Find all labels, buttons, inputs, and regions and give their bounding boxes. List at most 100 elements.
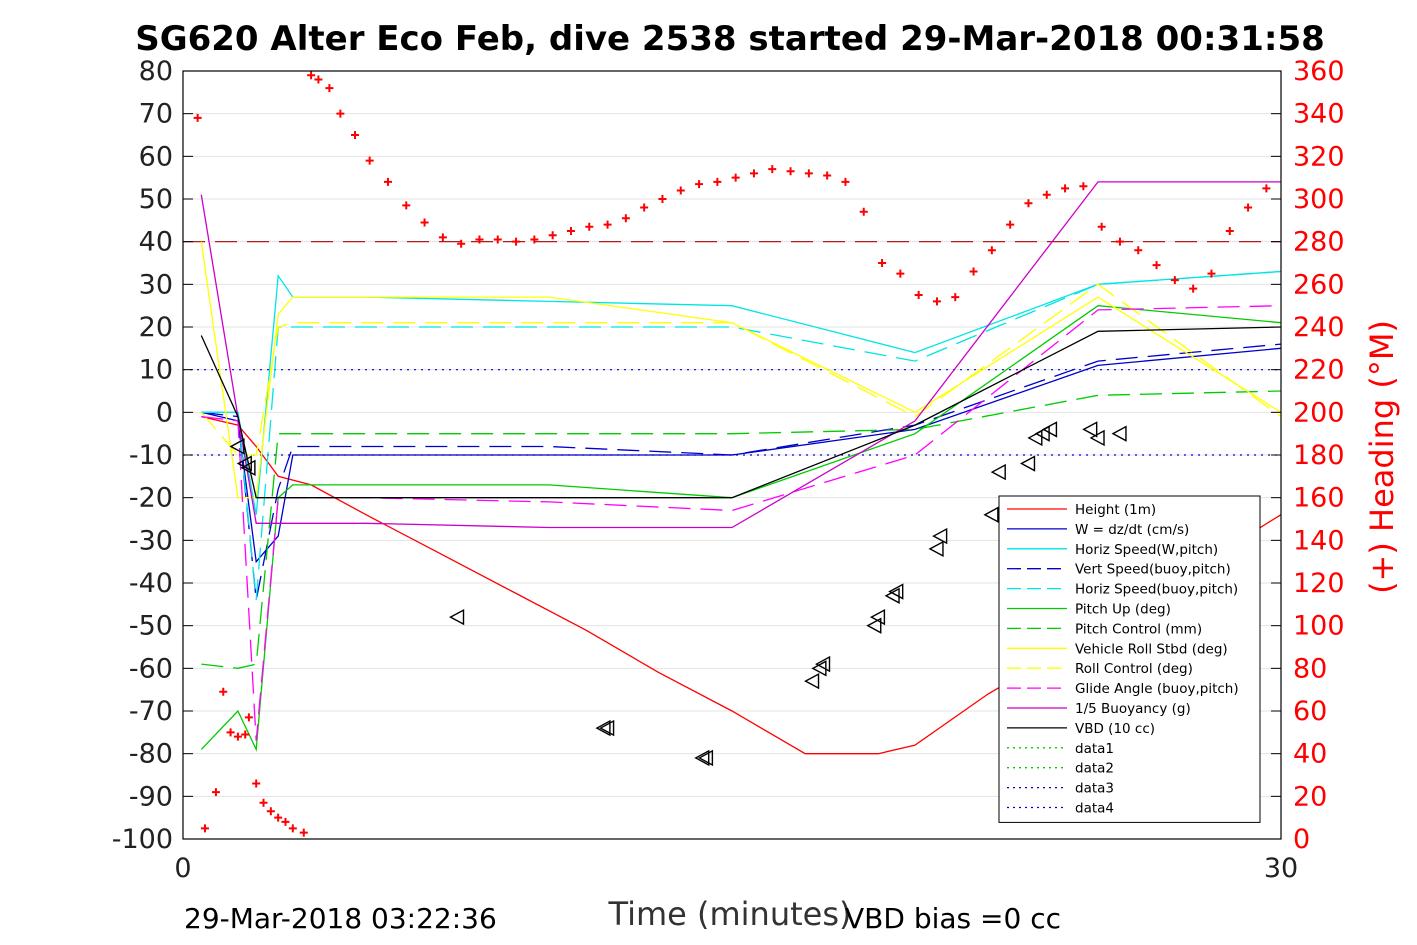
heading-point xyxy=(603,220,612,229)
heading-point xyxy=(211,788,220,797)
y2-axis-label: (+) Heading (°M) xyxy=(1363,320,1401,594)
y-tick-label: -50 xyxy=(129,611,173,642)
footer-vbd-bias: VBD bias =0 cc xyxy=(845,902,1061,935)
heading-point xyxy=(233,732,242,741)
heading-point xyxy=(438,233,447,242)
heading-point xyxy=(226,728,235,737)
y-tick-label: 40 xyxy=(139,227,173,258)
series-line xyxy=(201,390,1282,669)
series-line xyxy=(200,283,1282,456)
heading-point xyxy=(731,173,740,182)
y2-tick-label: 0 xyxy=(1293,824,1310,855)
x-axis-label: Time (minutes) xyxy=(608,895,852,933)
heading-point xyxy=(1079,182,1088,191)
y-tick-label: 10 xyxy=(139,355,173,386)
heading-point xyxy=(351,131,360,139)
y-tick-label: 70 xyxy=(139,99,173,130)
heading-point xyxy=(548,231,557,240)
legend-label: Horiz Speed(buoy,pitch) xyxy=(1075,582,1238,598)
heading-point xyxy=(336,109,345,118)
heading-point xyxy=(1244,203,1253,212)
heading-point xyxy=(252,779,261,788)
y2-tick-label: 300 xyxy=(1293,184,1345,215)
heading-point xyxy=(1097,222,1106,231)
triangle-marker xyxy=(1089,429,1105,447)
triangle-marker xyxy=(595,719,611,737)
y2-tick-label: 80 xyxy=(1293,653,1327,684)
heading-point xyxy=(1262,184,1271,193)
heading-point xyxy=(325,84,334,93)
heading-point xyxy=(219,687,228,696)
triangle-marker xyxy=(804,672,820,690)
triangle-marker xyxy=(932,527,948,545)
heading-point xyxy=(951,293,960,302)
triangle-marker xyxy=(697,749,714,767)
heading-point xyxy=(475,235,484,244)
heading-point xyxy=(932,297,941,306)
heading-point xyxy=(1207,269,1216,278)
y-tick-label: -70 xyxy=(129,696,173,727)
y-tick-label: -10 xyxy=(129,440,173,471)
heading-point xyxy=(566,227,575,235)
heading-point xyxy=(383,177,392,186)
legend-label: data4 xyxy=(1075,801,1114,817)
heading-point xyxy=(307,71,316,80)
legend-label: Vert Speed(buoy,pitch) xyxy=(1075,562,1231,578)
heading-point xyxy=(200,824,209,833)
x-tick-label: 0 xyxy=(174,853,191,884)
legend-label: data3 xyxy=(1075,781,1114,797)
triangle-marker xyxy=(1019,455,1036,472)
triangle-marker xyxy=(866,617,882,634)
legend-label: data1 xyxy=(1075,741,1114,757)
triangle-marker xyxy=(694,749,710,767)
legend-label: Horiz Speed(W,pitch) xyxy=(1075,542,1218,558)
y2-tick-label: 200 xyxy=(1293,397,1345,428)
series-line xyxy=(200,305,1282,752)
triangle-marker xyxy=(888,583,904,600)
y2-tick-label: 360 xyxy=(1293,56,1345,87)
legend-label: VBD (10 cc) xyxy=(1075,721,1155,737)
heading-point xyxy=(713,177,722,186)
heading-point xyxy=(658,195,667,203)
heading-point xyxy=(493,235,502,244)
y-tick-label: 20 xyxy=(139,312,173,343)
heading-point xyxy=(896,269,905,278)
legend-label: Roll Control (deg) xyxy=(1075,661,1193,677)
triangle-marker xyxy=(229,438,245,455)
heading-point xyxy=(1225,227,1234,235)
heading-point xyxy=(281,817,290,826)
series-line xyxy=(201,343,1282,601)
heading-point xyxy=(1189,284,1198,293)
heading-point xyxy=(987,246,996,255)
legend-label: Pitch Up (deg) xyxy=(1075,602,1171,618)
series-line xyxy=(200,181,1281,529)
y2-tick-label: 120 xyxy=(1293,568,1345,599)
y2-tick-label: 240 xyxy=(1293,312,1345,343)
heading-point xyxy=(878,259,887,267)
triangle-marker xyxy=(449,608,465,626)
triangle-marker xyxy=(928,540,944,558)
heading-point xyxy=(969,267,978,276)
y2-tick-label: 180 xyxy=(1293,440,1345,471)
legend-label: 1/5 Buoyancy (g) xyxy=(1075,701,1191,717)
y2-tick-label: 160 xyxy=(1293,483,1345,514)
chart-title: SG620 Alter Eco Feb, dive 2538 started 2… xyxy=(135,19,1325,59)
heading-point xyxy=(585,222,594,231)
heading-point xyxy=(768,165,777,174)
y-tick-label: 0 xyxy=(156,397,173,428)
legend-label: W = dz/dt (cm/s) xyxy=(1075,522,1189,538)
legend-label: Pitch Control (mm) xyxy=(1075,621,1202,637)
heading-point xyxy=(259,798,268,807)
heading-point xyxy=(749,169,758,178)
heading-point xyxy=(314,75,323,84)
y2-tick-label: 140 xyxy=(1293,525,1345,556)
triangle-marker xyxy=(1027,429,1043,447)
legend-label: Vehicle Roll Stbd (deg) xyxy=(1075,641,1228,657)
triangle-marker xyxy=(1111,425,1127,442)
series-line xyxy=(200,241,1282,499)
heading-point xyxy=(420,218,429,227)
heading-point xyxy=(1024,199,1033,208)
triangle-marker xyxy=(983,506,999,523)
heading-point xyxy=(1006,220,1015,229)
